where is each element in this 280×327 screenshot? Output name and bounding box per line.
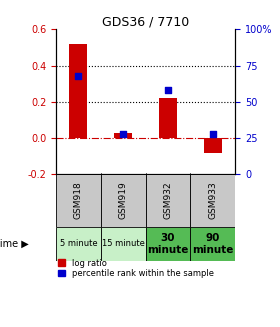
Bar xyxy=(114,133,132,138)
Bar xyxy=(101,174,146,227)
Legend: log ratio, percentile rank within the sample: log ratio, percentile rank within the sa… xyxy=(58,259,214,278)
Point xyxy=(121,131,125,136)
Bar xyxy=(146,174,190,227)
Text: GSM932: GSM932 xyxy=(164,181,172,219)
Bar xyxy=(69,44,87,138)
Bar xyxy=(56,227,101,261)
Point xyxy=(211,131,215,136)
Point xyxy=(76,73,81,78)
Text: 15 minute: 15 minute xyxy=(102,239,145,249)
Text: GSM933: GSM933 xyxy=(208,181,217,219)
Text: 5 minute: 5 minute xyxy=(60,239,97,249)
Bar xyxy=(56,174,101,227)
Bar xyxy=(204,138,222,153)
Text: GSM919: GSM919 xyxy=(119,181,128,219)
Text: GSM918: GSM918 xyxy=(74,181,83,219)
Text: time ▶: time ▶ xyxy=(0,239,29,249)
Bar xyxy=(146,227,190,261)
Point xyxy=(166,88,170,93)
Bar xyxy=(159,98,177,138)
Bar xyxy=(190,227,235,261)
Text: 30
minute: 30 minute xyxy=(147,233,189,255)
Text: 90
minute: 90 minute xyxy=(192,233,234,255)
Bar xyxy=(101,227,146,261)
Bar xyxy=(190,174,235,227)
Title: GDS36 / 7710: GDS36 / 7710 xyxy=(102,15,189,28)
